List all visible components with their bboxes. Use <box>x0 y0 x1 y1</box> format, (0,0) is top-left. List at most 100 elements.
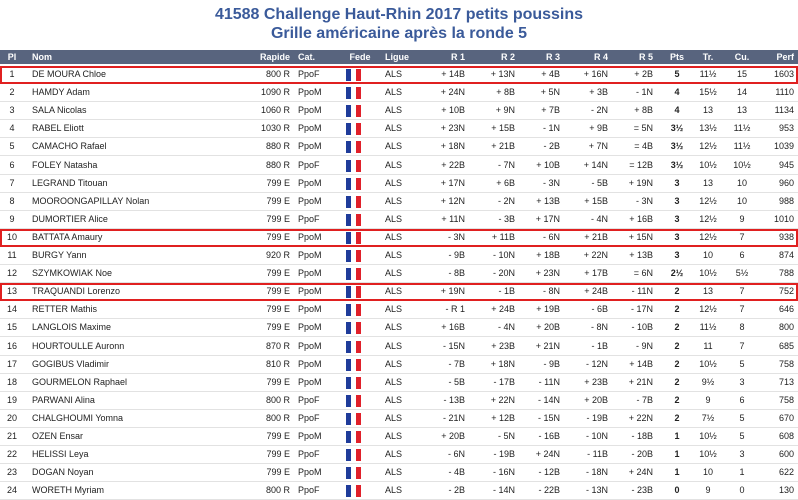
cell: 2 <box>674 340 680 351</box>
header-cell: R 4 <box>593 52 608 62</box>
cell: + 17N <box>440 177 465 188</box>
flag-icon <box>346 467 361 480</box>
cell: SZYMKOWIAK Noe <box>32 268 113 279</box>
cell: ALS <box>385 467 403 478</box>
cell: 10 <box>6 231 17 242</box>
cell: 670 <box>778 412 794 423</box>
cell: 14 <box>736 87 747 98</box>
cell: LEGRAND Titouan <box>32 177 108 188</box>
cell: 1060 R <box>260 105 290 116</box>
cell: - 18B <box>631 431 653 441</box>
cell: 6 <box>9 159 15 170</box>
cell: 13 <box>736 105 747 116</box>
cell: = 5N <box>633 123 653 134</box>
cell: PpoM <box>298 105 322 116</box>
cell: 800 R <box>265 69 290 79</box>
subtitle: Grille américaine après la ronde 5 <box>270 25 528 42</box>
cell: 2 <box>674 304 680 315</box>
cell: + 21N <box>628 376 653 387</box>
cell: ALS <box>385 394 403 405</box>
cell: - 21N <box>442 412 465 423</box>
cell: + 24N <box>535 449 560 460</box>
cell: 7 <box>739 304 745 315</box>
table-row: 19 PARWANI Alina 800 R PpoF ALS - 13B + 22N - 1… <box>0 392 798 410</box>
table-row: 4 RABEL Eliott 1030 R PpoM ALS + 23N + 15B - 1N… <box>0 120 798 139</box>
cell: 2 <box>674 376 680 387</box>
cell: 3 <box>674 231 680 242</box>
cell: + 14B <box>629 358 653 369</box>
cell: 1039 <box>773 141 794 152</box>
cell: + 19B <box>536 304 560 315</box>
table-row: 3 SALA Nicolas 1060 R PpoM ALS + 10B + 9N + 7B -… <box>0 102 798 121</box>
table-row: 12 SZYMKOWIAK Noe 799 E PpoM ALS - 8B - 20N + 2… <box>0 265 798 284</box>
cell: TRAQUANDI Lorenzo <box>32 286 121 297</box>
cell: 15 <box>6 322 17 333</box>
cell: 880 R <box>265 159 290 170</box>
cell: 6 <box>739 250 745 260</box>
cell: 5 <box>739 431 745 441</box>
cell: WORETH Myriam <box>32 485 104 496</box>
cell: ALS <box>385 123 403 134</box>
cell: 799 E <box>266 449 290 460</box>
cell: - 4B <box>448 467 465 478</box>
cell: PpoM <box>298 231 322 242</box>
cell: PpoM <box>298 431 322 441</box>
cell: ALS <box>385 358 403 369</box>
header-cell: Pl <box>7 52 17 62</box>
cell: - 5N <box>497 431 515 441</box>
cell: 3 <box>674 213 680 224</box>
header-cell: Rapide <box>259 52 290 62</box>
table-row: 18 GOURMELON Raphael 799 E PpoM ALS - 5B - 17B… <box>0 374 798 392</box>
cell: PpoM <box>298 467 322 478</box>
cell: 800 <box>778 322 794 333</box>
cell: OZEN Ensar <box>32 431 84 441</box>
table-row: 21 OZEN Ensar 799 E PpoM ALS + 20B - 5N - 16B - … <box>0 428 798 446</box>
table-row: 9 DUMORTIER Alice 799 E PpoF ALS + 11N - 3B + 1… <box>0 211 798 229</box>
cell: DOGAN Noyan <box>32 467 94 478</box>
cell: - R 1 <box>445 304 465 315</box>
cell: - 16B <box>538 431 560 441</box>
cell: + 23B <box>491 340 515 351</box>
cell: - 3B <box>498 213 515 224</box>
cell: ALS <box>385 195 403 206</box>
cell: 12 <box>6 268 17 279</box>
cell: PpoM <box>298 87 322 98</box>
cell: 19 <box>6 394 17 405</box>
cell: PARWANI Alina <box>32 394 95 405</box>
cell: + 5N <box>540 87 560 98</box>
cell: HAMDY Adam <box>32 87 90 98</box>
cell: LANGLOIS Maxime <box>32 322 112 333</box>
cell: - 5B <box>448 376 465 387</box>
cell: - 8B <box>448 268 465 279</box>
table-row: 8 MOOROONGAPILLAY Nolan 799 E PpoM ALS + 12N -… <box>0 193 798 211</box>
cell: - 1B <box>591 340 608 351</box>
cell: 2 <box>674 358 680 369</box>
cell: 13½ <box>699 123 717 134</box>
cell: + 6B <box>496 177 515 188</box>
cell: + 20B <box>536 322 560 333</box>
flag-icon <box>346 213 361 226</box>
cell: + 2B <box>634 69 653 79</box>
cell: 10½ <box>699 449 717 460</box>
cell: ALS <box>385 231 403 242</box>
cell: ALS <box>385 376 403 387</box>
cell: 622 <box>778 467 794 478</box>
cell: - 20N <box>492 268 515 279</box>
cell: 713 <box>778 376 794 387</box>
cell: 938 <box>778 231 794 242</box>
cell: 7 <box>739 286 745 297</box>
cell: PpoM <box>298 141 322 152</box>
cell: 0 <box>674 485 680 496</box>
table-row: 7 LEGRAND Titouan 799 E PpoM ALS + 17N + 6B - 3… <box>0 175 798 193</box>
cell: - 2N <box>590 105 608 116</box>
cell: + 7N <box>588 141 608 152</box>
cell: FOLEY Natasha <box>32 159 98 170</box>
cell: 1030 R <box>260 123 290 134</box>
cell: + 13N <box>490 69 515 79</box>
cell: PpoM <box>298 322 322 333</box>
flag-icon <box>346 304 361 317</box>
header-cell: Cu. <box>734 52 750 62</box>
cell: 800 R <box>265 394 290 405</box>
cell: ALS <box>385 286 403 297</box>
cell: - 10N <box>492 250 515 260</box>
